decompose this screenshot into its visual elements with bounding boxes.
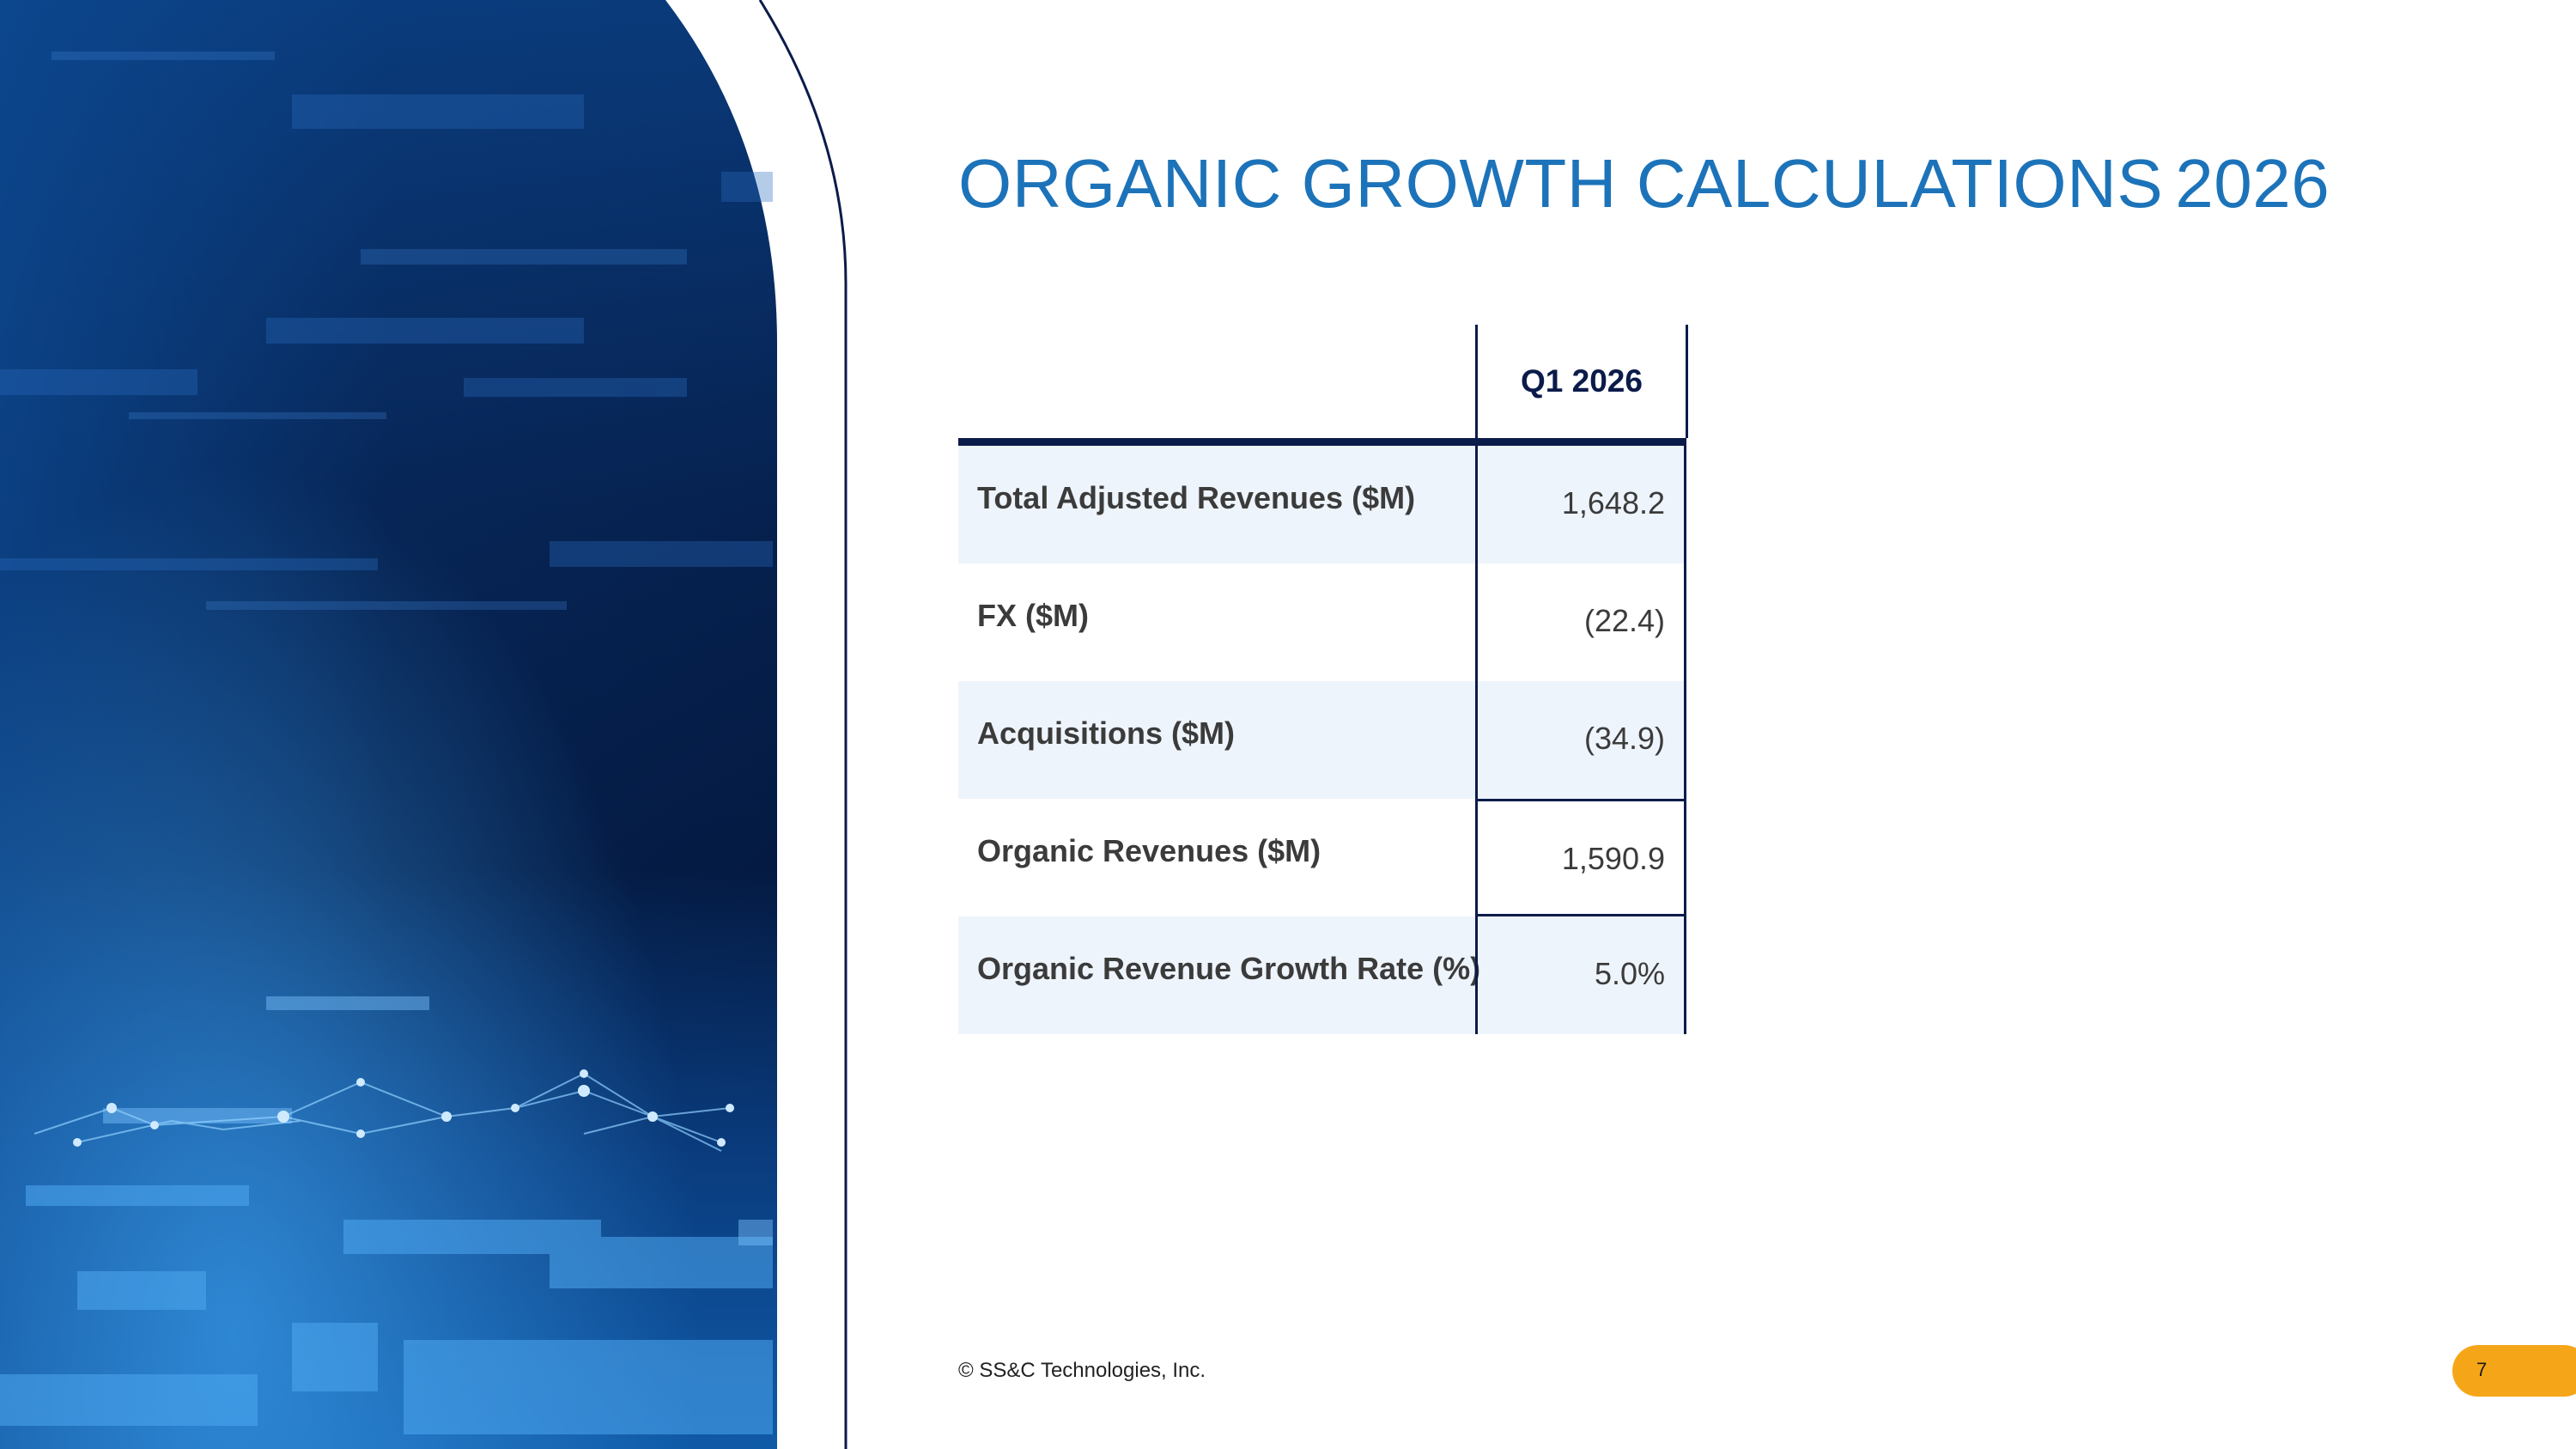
table-row: Organic Revenues ($M) 1,590.9 <box>958 799 1686 916</box>
row-label-total-adjusted-revenues: Total Adjusted Revenues ($M) <box>977 480 1416 515</box>
page-title: ORGANIC GROWTH CALCULATIONS 2026 <box>958 144 2330 223</box>
page-number-badge: 7 <box>2452 1345 2576 1397</box>
copyright-notice: © SS&C Technologies, Inc. <box>958 1359 1206 1382</box>
page-number: 7 <box>2476 1359 2488 1380</box>
row-label-organic-revenues: Organic Revenues ($M) <box>977 833 1321 868</box>
row-value-fx: (22.4) <box>1475 563 1686 681</box>
column-header-q1-2026: Q1 2026 <box>1475 325 1688 438</box>
table-row: FX ($M) (22.4) <box>958 563 1686 681</box>
title-year: 2026 <box>2175 145 2330 222</box>
row-value-total-adjusted-revenues: 1,648.2 <box>1475 446 1686 563</box>
header-rule <box>958 438 1686 446</box>
row-value-organic-growth-rate: 5.0% <box>1475 916 1686 1034</box>
table-row: Acquisitions ($M) (34.9) <box>958 681 1686 799</box>
row-value-acquisitions: (34.9) <box>1475 681 1686 799</box>
table-row: Total Adjusted Revenues ($M) 1,648.2 <box>958 446 1686 563</box>
row-label-organic-growth-rate: Organic Revenue Growth Rate (%) <box>977 951 1481 986</box>
row-value-organic-revenues: 1,590.9 <box>1475 799 1686 916</box>
table-header: Q1 2026 <box>958 325 1688 438</box>
organic-growth-table: Q1 2026 Total Adjusted Revenues ($M) 1,6… <box>958 325 1688 1034</box>
table-row: Organic Revenue Growth Rate (%) 5.0% <box>958 916 1686 1034</box>
decorative-network-image <box>0 0 848 1449</box>
row-label-acquisitions: Acquisitions ($M) <box>977 715 1236 751</box>
title-text: ORGANIC GROWTH CALCULATIONS <box>958 145 2164 222</box>
row-label-fx: FX ($M) <box>977 598 1089 633</box>
